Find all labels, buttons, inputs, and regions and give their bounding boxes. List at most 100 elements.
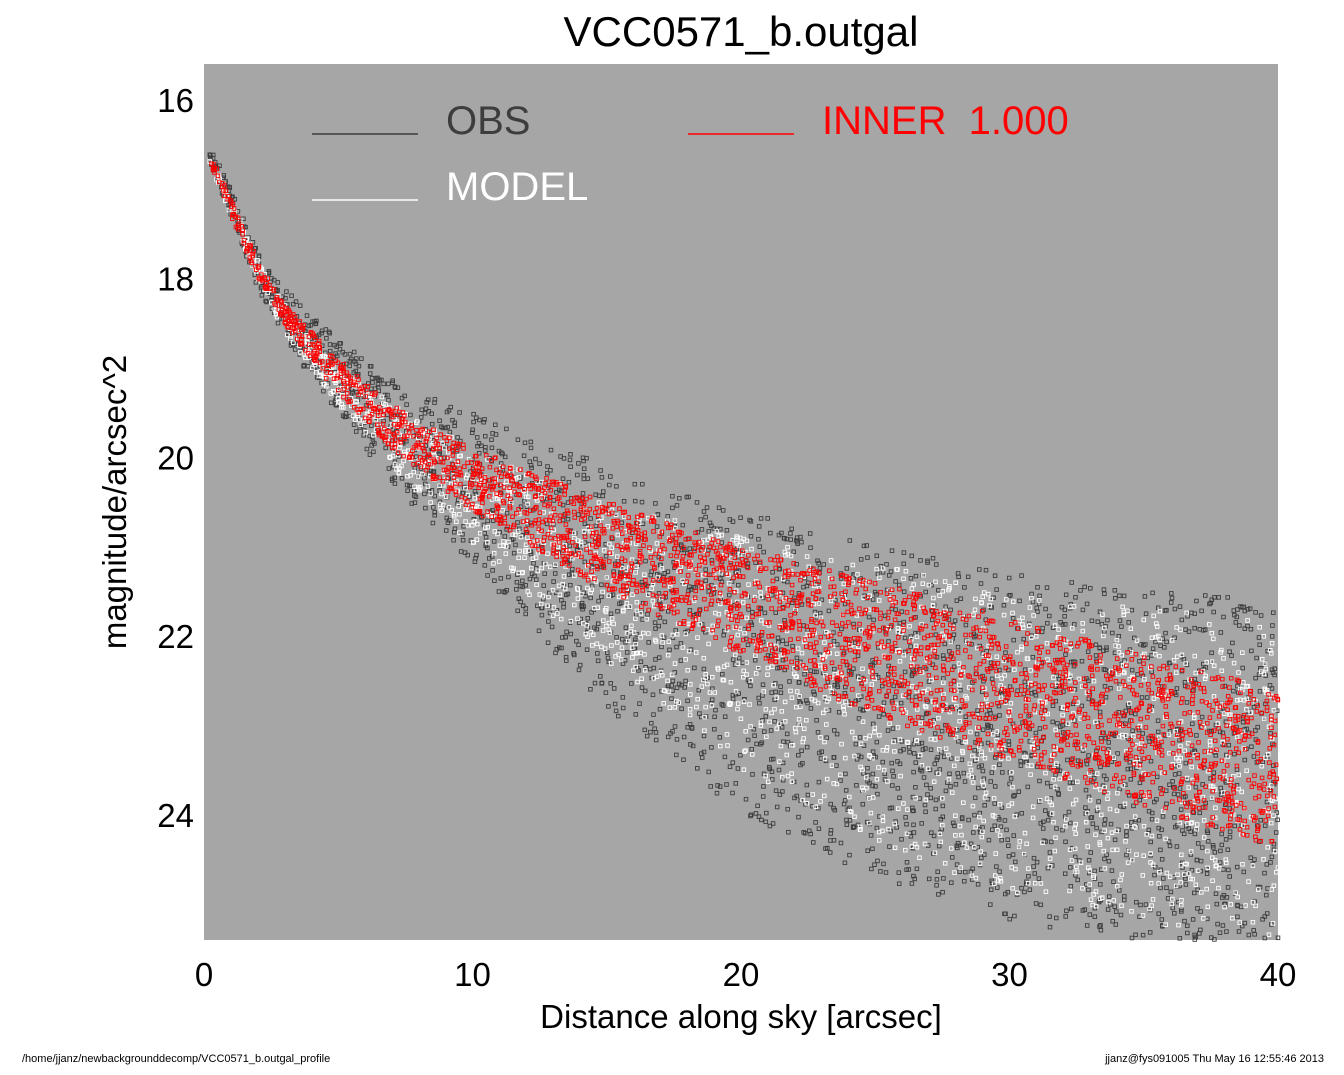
scatter-point xyxy=(889,548,895,553)
scatter-point xyxy=(1181,831,1187,837)
scatter-point xyxy=(819,749,824,754)
scatter-point xyxy=(1047,850,1053,855)
scatter-point xyxy=(856,716,862,721)
scatter-point xyxy=(842,798,848,803)
scatter-point xyxy=(775,635,781,641)
scatter-point xyxy=(1275,935,1281,941)
scatter-point xyxy=(1150,590,1155,596)
scatter-point xyxy=(568,452,573,457)
scatter-point xyxy=(1022,852,1028,858)
scatter-point xyxy=(940,889,945,895)
scatter-point xyxy=(1262,870,1267,876)
scatter-point xyxy=(1155,718,1161,723)
scatter-point xyxy=(1203,593,1208,598)
scatter-point xyxy=(1094,825,1099,831)
scatter-point xyxy=(939,728,945,734)
scatter-point xyxy=(1257,642,1262,648)
scatter-point xyxy=(851,621,856,627)
scatter-point xyxy=(959,757,965,763)
scatter-point xyxy=(698,517,704,522)
scatter-point xyxy=(616,713,621,719)
scatter-point xyxy=(1189,610,1194,616)
scatter-point xyxy=(575,472,580,478)
scatter-point xyxy=(699,527,705,532)
scatter-point xyxy=(901,589,907,594)
scatter-point xyxy=(1209,597,1215,603)
scatter-point xyxy=(981,785,986,791)
scatter-point xyxy=(620,705,626,711)
scatter-point xyxy=(1142,594,1148,599)
scatter-point xyxy=(1147,930,1153,935)
scatter-point xyxy=(554,490,559,495)
scatter-point xyxy=(717,784,723,789)
scatter-point xyxy=(1256,635,1262,640)
scatter-point xyxy=(741,697,747,702)
scatter-point xyxy=(1157,834,1162,839)
scatter-point xyxy=(755,803,760,809)
scatter-point xyxy=(1198,858,1204,864)
scatter-point xyxy=(1107,894,1112,899)
scatter-point xyxy=(914,866,920,872)
scatter-point xyxy=(868,833,874,838)
scatter-point xyxy=(765,516,770,521)
scatter-point xyxy=(640,481,645,487)
scatter-point xyxy=(549,624,555,630)
scatter-point xyxy=(1085,649,1091,654)
scatter-point xyxy=(933,797,939,803)
scatter-point xyxy=(1258,817,1263,823)
scatter-point xyxy=(1019,885,1024,891)
scatter-point xyxy=(1197,810,1203,816)
scatter-point xyxy=(1175,792,1181,797)
scatter-point xyxy=(1271,763,1276,768)
scatter-point xyxy=(1224,895,1230,900)
scatter-point xyxy=(1044,585,1050,590)
scatter-point xyxy=(756,536,761,542)
scatter-point xyxy=(1164,639,1169,645)
scatter-point xyxy=(1102,591,1107,597)
scatter-point xyxy=(576,642,581,648)
scatter-point xyxy=(992,755,998,760)
scatter-point xyxy=(371,449,376,455)
scatter-point xyxy=(1064,908,1069,914)
scatter-point xyxy=(1050,703,1056,708)
scatter-point xyxy=(870,771,876,777)
scatter-point xyxy=(831,638,837,644)
scatter-point xyxy=(381,418,386,424)
scatter-point xyxy=(407,483,412,488)
scatter-point xyxy=(804,744,810,750)
scatter-point xyxy=(797,700,802,705)
scatter-point xyxy=(678,658,684,663)
scatter-point xyxy=(557,645,562,650)
scatter-point xyxy=(1113,922,1119,927)
scatter-point xyxy=(784,641,789,647)
scatter-point xyxy=(679,706,684,712)
scatter-point xyxy=(1211,770,1217,775)
scatter-point xyxy=(559,597,564,603)
scatter-point xyxy=(552,571,558,576)
scatter-point xyxy=(1127,759,1133,765)
scatter-point xyxy=(954,843,960,848)
scatter-point xyxy=(942,754,947,760)
scatter-point xyxy=(928,795,934,801)
scatter-point xyxy=(1130,728,1135,733)
scatter-point xyxy=(504,510,510,516)
scatter-point xyxy=(595,621,601,626)
scatter-point xyxy=(485,573,490,578)
scatter-point xyxy=(457,410,462,415)
scatter-point xyxy=(1088,586,1093,591)
scatter-point xyxy=(561,456,567,461)
scatter-point xyxy=(328,400,334,406)
scatter-point xyxy=(607,482,612,488)
scatter-point xyxy=(1172,911,1177,916)
scatter-point xyxy=(546,619,551,624)
scatter-point xyxy=(1006,593,1012,599)
scatter-point xyxy=(798,701,803,706)
scatter-point xyxy=(736,655,742,661)
scatter-point xyxy=(399,476,405,481)
scatter-point xyxy=(852,640,858,646)
scatter-point xyxy=(968,841,974,847)
scatter-point xyxy=(1056,791,1061,796)
scatter-point xyxy=(780,789,785,794)
scatter-point xyxy=(925,558,930,564)
scatter-point xyxy=(1019,811,1024,816)
